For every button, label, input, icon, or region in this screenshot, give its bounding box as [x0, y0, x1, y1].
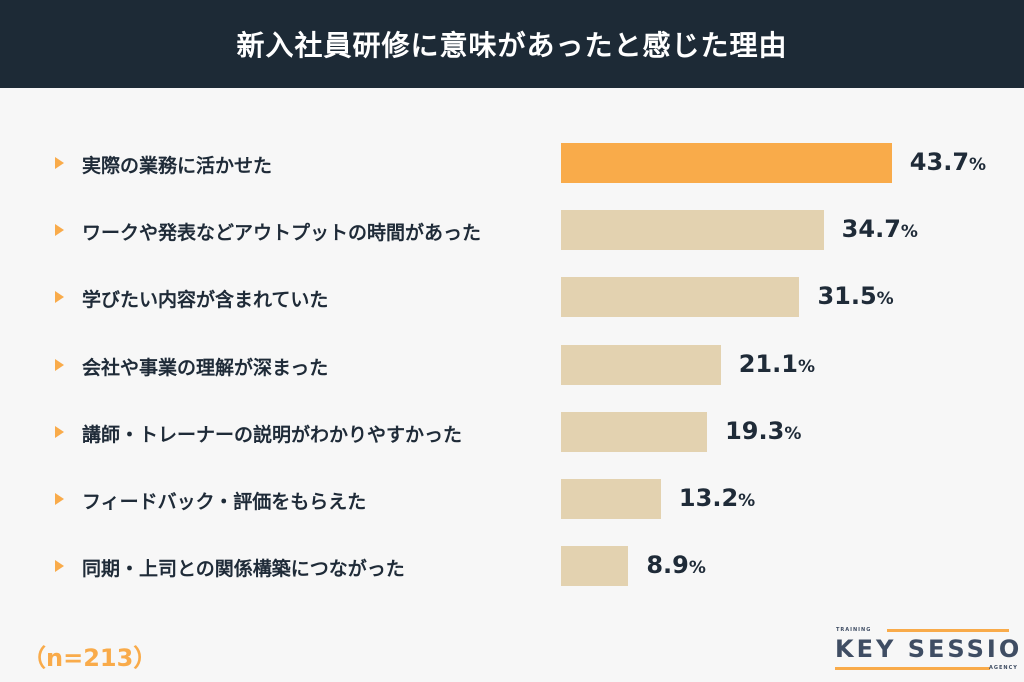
triangle-bullet-icon [55, 425, 64, 438]
key-session-logo: TRAINING KEY SESSION AGENCY [832, 626, 1024, 674]
category-label: 講師・トレーナーの説明がわかりやすかった [82, 423, 463, 446]
triangle-bullet-icon [55, 291, 64, 304]
bar-row: ワークや発表などアウトプットの時間があった 34.7% [0, 210, 1024, 251]
bar [561, 143, 892, 183]
triangle-bullet-icon [55, 358, 64, 371]
logo-top-text: TRAINING [836, 627, 872, 633]
bar-row: 実際の業務に活かせた 43.7% [0, 143, 1024, 183]
category-label: 学びたい内容が含まれていた [82, 289, 329, 312]
chart-title: 新入社員研修に意味があったと感じた理由 [236, 29, 788, 62]
header: 新入社員研修に意味があったと感じた理由 [0, 0, 1024, 88]
bar [561, 277, 800, 318]
bar-row: 同期・上司との関係構築につながった 8.9% [0, 546, 1024, 587]
logo-line-bottom [835, 667, 990, 670]
bar-row: 会社や事業の理解が深まった 21.1% [0, 344, 1024, 385]
logo-line-top [887, 629, 1009, 632]
category-label: ワークや発表などアウトプットの時間があった [82, 222, 482, 245]
bar-row: 学びたい内容が含まれていた 31.5% [0, 277, 1024, 318]
bar [561, 479, 661, 519]
logo-main-text: KEY SESSION [835, 635, 1024, 663]
value-label: 8.9% [646, 551, 706, 580]
triangle-bullet-icon [55, 157, 64, 169]
value-label: 21.1% [738, 349, 815, 378]
value-label: 34.7% [841, 215, 918, 244]
bar [561, 546, 629, 587]
value-label: 43.7% [909, 148, 987, 176]
category-label: 実際の業務に活かせた [82, 155, 273, 177]
value-label: 31.5% [817, 282, 894, 311]
bar [561, 210, 824, 251]
category-label: 同期・上司との関係構築につながった [82, 558, 405, 581]
bar-row: 講師・トレーナーの説明がわかりやすかった 19.3% [0, 411, 1024, 452]
value-label: 19.3% [725, 416, 802, 445]
category-label: フィードバック・評価をもらえた [82, 491, 367, 513]
bar [561, 411, 708, 452]
category-label: 会社や事業の理解が深まった [82, 356, 329, 379]
triangle-bullet-icon [55, 560, 64, 573]
triangle-bullet-icon [55, 224, 64, 237]
triangle-bullet-icon [55, 493, 64, 505]
bar-row: フィードバック・評価をもらえた 13.2% [0, 479, 1024, 519]
value-label: 13.2% [678, 484, 756, 512]
logo-bottom-text: AGENCY [989, 665, 1018, 671]
sample-size: （n=213） [22, 644, 158, 672]
bar [561, 344, 721, 385]
